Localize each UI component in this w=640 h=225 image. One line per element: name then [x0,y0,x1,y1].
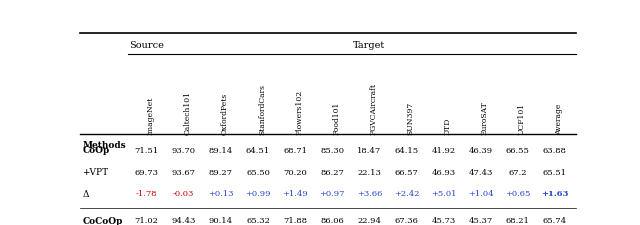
Text: Δ: Δ [83,190,89,199]
Text: +1.04: +1.04 [468,190,493,198]
Text: 71.51: 71.51 [134,147,159,155]
Text: 41.92: 41.92 [431,147,456,155]
Text: +1.63: +1.63 [541,190,569,198]
Text: 67.2: 67.2 [509,169,527,177]
Text: CoCoOp: CoCoOp [83,216,123,225]
Text: +1.49: +1.49 [282,190,308,198]
Text: DTD: DTD [444,118,452,135]
Text: 94.43: 94.43 [172,217,196,225]
Text: -0.03: -0.03 [173,190,195,198]
Text: 65.51: 65.51 [543,169,567,177]
Text: +5.01: +5.01 [431,190,456,198]
Text: 47.43: 47.43 [468,169,493,177]
Text: 22.94: 22.94 [357,217,381,225]
Text: 86.27: 86.27 [320,169,344,177]
Text: 66.55: 66.55 [506,147,530,155]
Text: 89.27: 89.27 [209,169,233,177]
Text: FGVCAircraft: FGVCAircraft [369,83,378,135]
Text: 65.32: 65.32 [246,217,270,225]
Text: Source: Source [129,41,164,50]
Text: Food101: Food101 [332,102,340,135]
Text: +0.65: +0.65 [505,190,531,198]
Text: 65.74: 65.74 [543,217,567,225]
Text: 45.73: 45.73 [431,217,456,225]
Text: +VPT: +VPT [83,168,109,177]
Text: 64.15: 64.15 [394,147,419,155]
Text: 45.37: 45.37 [468,217,493,225]
Text: +3.66: +3.66 [356,190,382,198]
Text: 64.51: 64.51 [246,147,270,155]
Text: 90.14: 90.14 [209,217,233,225]
Text: -1.78: -1.78 [136,190,157,198]
Text: 70.20: 70.20 [284,169,307,177]
Text: 18.47: 18.47 [357,147,381,155]
Text: 22.13: 22.13 [357,169,381,177]
Text: 69.73: 69.73 [134,169,159,177]
Text: 66.57: 66.57 [394,169,419,177]
Text: 71.88: 71.88 [283,217,307,225]
Text: 46.93: 46.93 [431,169,456,177]
Text: 65.50: 65.50 [246,169,270,177]
Text: StanfordCars: StanfordCars [258,84,266,135]
Text: 68.71: 68.71 [283,147,307,155]
Text: Methods: Methods [83,141,126,150]
Text: UCF101: UCF101 [518,103,526,135]
Text: Flowers102: Flowers102 [295,90,303,135]
Text: 93.67: 93.67 [172,169,196,177]
Text: OxfordPets: OxfordPets [221,93,229,135]
Text: Average: Average [555,104,563,135]
Text: 89.14: 89.14 [209,147,233,155]
Text: CoOp: CoOp [83,146,109,155]
Text: 67.36: 67.36 [394,217,419,225]
Text: 46.39: 46.39 [468,147,493,155]
Text: +2.42: +2.42 [394,190,419,198]
Text: Caltech101: Caltech101 [184,91,192,135]
Text: +0.97: +0.97 [319,190,345,198]
Text: 93.70: 93.70 [172,147,196,155]
Text: 68.21: 68.21 [506,217,530,225]
Text: 63.88: 63.88 [543,147,567,155]
Text: +0.99: +0.99 [245,190,271,198]
Text: EuroSAT: EuroSAT [481,101,489,135]
Text: +0.13: +0.13 [208,190,234,198]
Text: Target: Target [353,41,385,50]
Text: ImageNet: ImageNet [147,97,155,135]
Text: 86.06: 86.06 [321,217,344,225]
Text: SUN397: SUN397 [406,102,415,135]
Text: 85.30: 85.30 [320,147,344,155]
Text: 71.02: 71.02 [135,217,159,225]
